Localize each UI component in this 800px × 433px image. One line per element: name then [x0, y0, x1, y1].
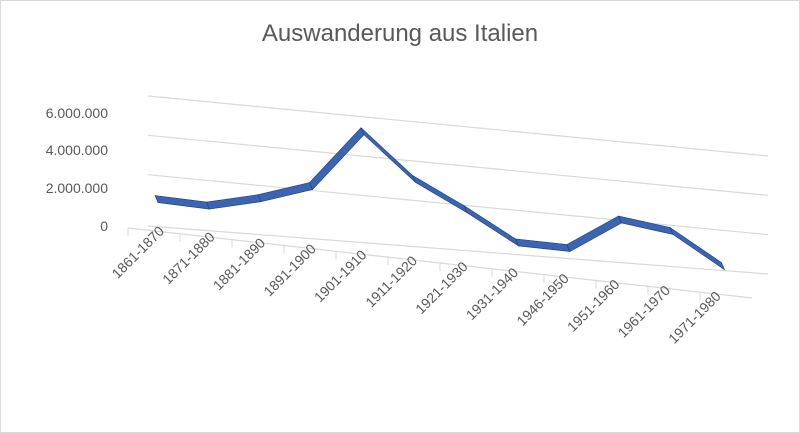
- line-segment: [154, 195, 210, 210]
- y-tick-label: 0: [100, 218, 108, 234]
- y-tick-label: 4.000.000: [46, 142, 108, 158]
- x-tick-label: 1946-1950: [513, 270, 572, 329]
- x-tick-label: 1951-1960: [564, 276, 623, 335]
- x-tick-label: 1911-1920: [362, 252, 420, 310]
- x-tick-label: 1901-1910: [311, 246, 370, 305]
- gridline: [147, 225, 769, 275]
- line-segment: [360, 127, 416, 183]
- line-segment: [257, 182, 313, 203]
- x-tick-label: 1921-1930: [412, 258, 471, 317]
- line-segment: [206, 194, 262, 210]
- x-tick-label: 1871-1880: [159, 229, 218, 288]
- x-tick-label: 1891-1900: [260, 240, 319, 299]
- line-segment: [515, 238, 571, 252]
- line-segment: [566, 215, 622, 252]
- y-tick-label: 2.000.000: [46, 180, 108, 196]
- gridline: [147, 95, 769, 157]
- chart-title: Auswanderung aus Italien: [261, 20, 539, 47]
- line-segment: [463, 204, 520, 247]
- line-segment: [411, 174, 468, 214]
- x-tick-label: 1961-1970: [614, 282, 673, 341]
- line-segment: [669, 226, 726, 271]
- line-segment: [309, 127, 365, 191]
- y-tick-label: 6.000.000: [46, 105, 108, 121]
- x-tick-label: 1861-1870: [108, 223, 167, 282]
- gridline: [147, 134, 769, 196]
- x-tick-label: 1881-1890: [210, 234, 269, 293]
- x-tick-label: 1971-1980: [665, 288, 724, 347]
